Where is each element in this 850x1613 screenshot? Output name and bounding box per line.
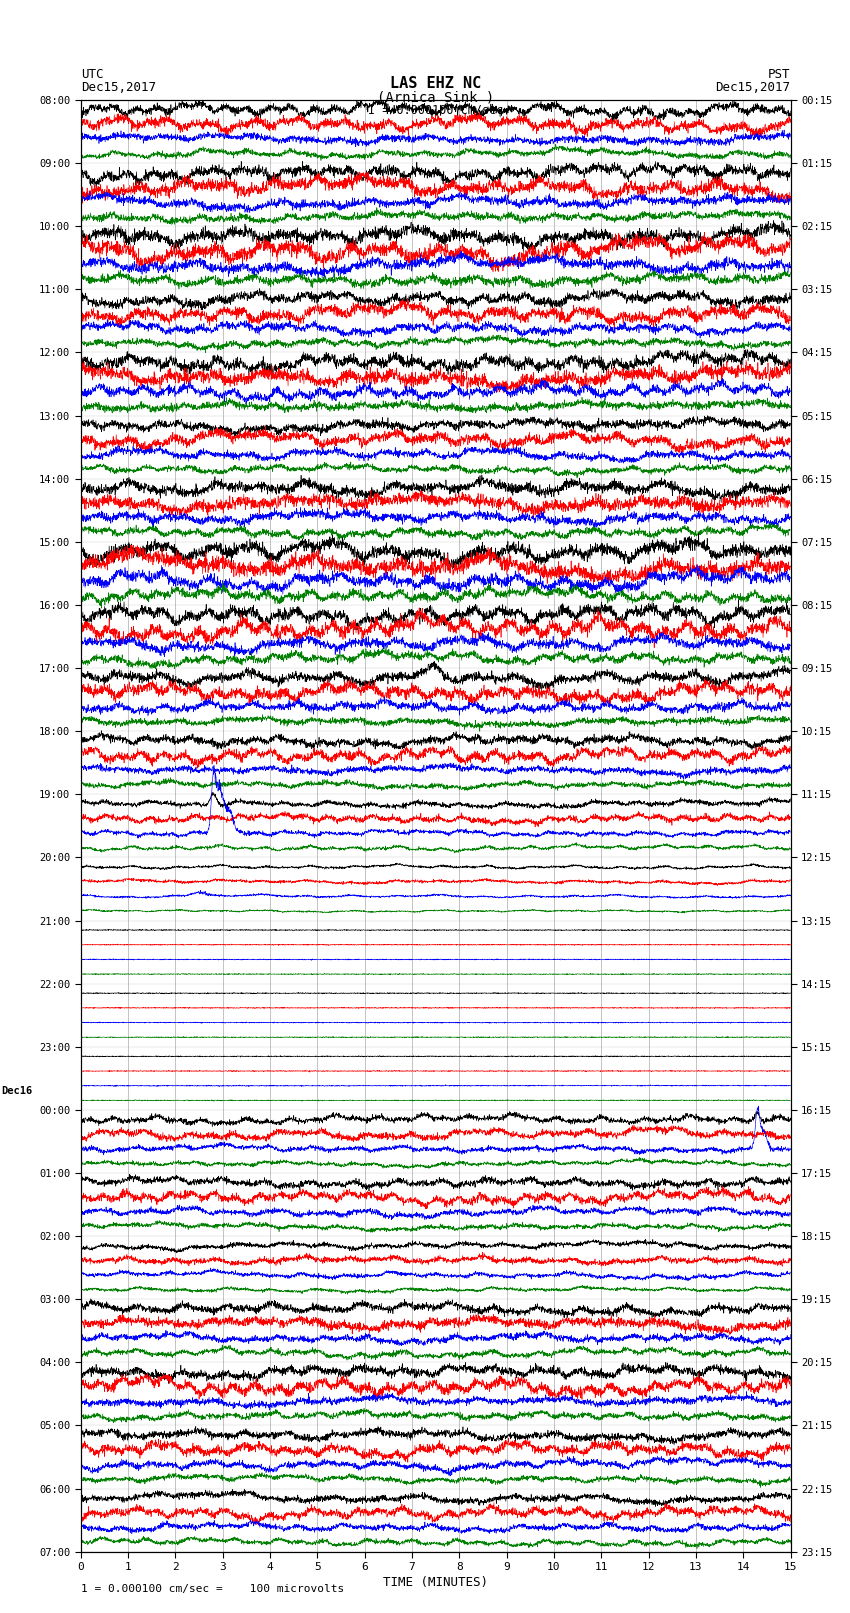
Text: PST: PST (768, 68, 790, 81)
Text: (Arnica Sink ): (Arnica Sink ) (377, 90, 494, 105)
Text: 1 = 0.000100 cm/sec =    100 microvolts: 1 = 0.000100 cm/sec = 100 microvolts (81, 1584, 344, 1594)
X-axis label: TIME (MINUTES): TIME (MINUTES) (383, 1576, 488, 1589)
Text: LAS EHZ NC: LAS EHZ NC (389, 76, 481, 90)
Text: I = 0.000100 cm/sec: I = 0.000100 cm/sec (367, 103, 503, 116)
Text: Dec15,2017: Dec15,2017 (716, 81, 790, 94)
Text: UTC: UTC (81, 68, 103, 81)
Text: Dec16: Dec16 (1, 1086, 32, 1095)
Text: Dec15,2017: Dec15,2017 (81, 81, 156, 94)
